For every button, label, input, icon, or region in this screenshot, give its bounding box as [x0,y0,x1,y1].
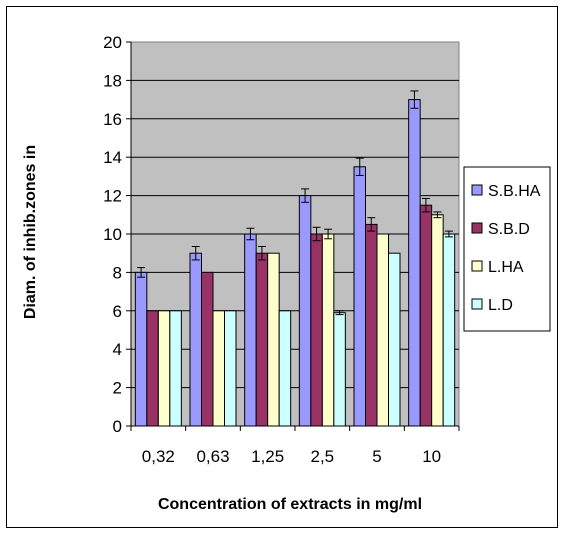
bar-l-d-2 [278,310,292,427]
x-tick-label: 10 [422,447,441,466]
x-axis-ticks: 0,32 0,63 1,25 2,5 5 10 [130,426,460,466]
chart-frame: 0 2 4 6 8 10 12 14 16 18 20 0,32 0,63 1,25 2,5 5 10 Dia… [6,6,558,528]
legend-label: S.B.HA [488,183,541,200]
x-tick-label: 0,63 [196,447,229,466]
y-axis-title: Diam. of inhib.zones in [22,145,39,319]
legend-swatch [471,260,483,272]
bar-l-ha-2 [267,252,280,427]
x-tick-label: 5 [372,447,381,466]
bar-s-b-ha-2 [244,233,257,427]
y-tick-label: 14 [103,148,122,167]
bar-l-ha-4 [376,233,389,427]
bar-l-ha-0 [157,310,171,427]
y-tick-label: 18 [103,71,122,90]
bar-l-d-3 [333,312,346,427]
bar-s-b-ha-1 [189,252,202,427]
legend-swatch [471,298,483,310]
x-tick-label: 1,25 [251,447,284,466]
y-tick-label: 6 [113,302,122,321]
bar-l-ha-3 [321,233,335,427]
y-tick-label: 4 [113,340,122,359]
y-tick-label: 10 [103,225,122,244]
bar-s-b-d-3 [310,233,323,427]
y-tick-label: 16 [103,110,122,129]
bar-s-b-d-5 [419,204,433,427]
y-tick-label: 12 [103,187,122,206]
legend: S.B.HA S.B.D L.HA L.D [463,166,551,332]
y-tick-label: 0 [113,417,122,436]
bar-s-b-ha-5 [408,99,421,427]
bar-s-b-ha-4 [353,166,366,427]
legend-swatch [471,184,483,196]
legend-label: L.D [488,297,513,314]
x-tick-label: 0,32 [142,447,175,466]
bar-chart: 0 2 4 6 8 10 12 14 16 18 20 0,32 0,63 1,25 2,5 5 10 Dia… [22,33,551,513]
bar-l-d-4 [388,252,401,427]
x-tick-label: 2,5 [311,447,335,466]
legend-swatch [471,222,483,234]
bar-s-b-d-4 [365,223,378,427]
bar-s-b-d-1 [201,271,214,427]
x-axis-title: Concentration of extracts in mg/ml [158,496,422,513]
bar-l-d-5 [442,233,456,427]
legend-label: S.B.D [488,221,530,238]
plot-area [130,41,460,427]
bar-l-ha-5 [431,214,444,427]
y-tick-label: 2 [113,379,122,398]
bar-s-b-ha-3 [298,195,312,427]
legend-label: L.HA [488,259,524,276]
y-tick-label: 8 [113,263,122,282]
bar-l-d-0 [169,310,182,427]
bar-s-b-d-0 [146,310,159,427]
bar-s-b-d-2 [255,252,269,427]
bar-l-d-1 [224,310,237,427]
y-axis-ticks: 0 2 4 6 8 10 12 14 16 18 20 [103,33,131,436]
bar-s-b-ha-0 [134,271,148,427]
y-tick-label: 20 [103,33,122,52]
bar-l-ha-1 [212,310,225,427]
